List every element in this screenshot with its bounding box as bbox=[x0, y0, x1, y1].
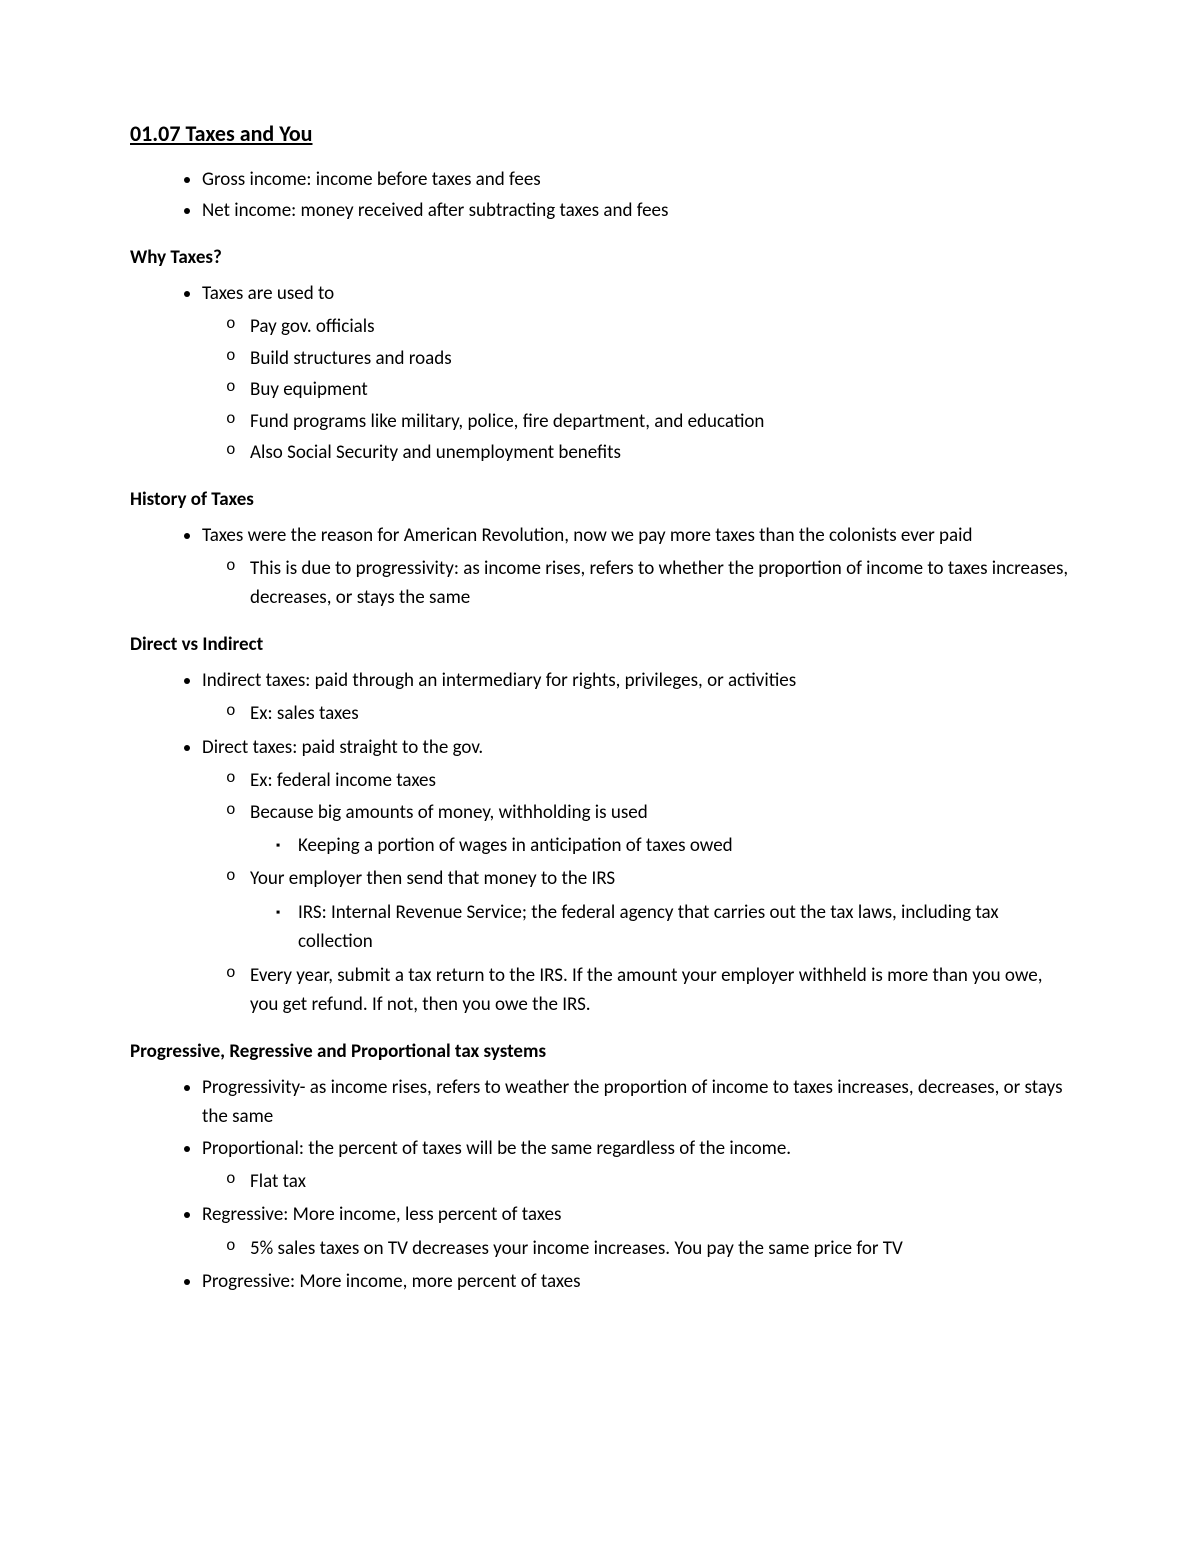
list-item: Every year, submit a tax return to the I… bbox=[250, 961, 1070, 1020]
why-list: Taxes are used to Pay gov. officials Bui… bbox=[130, 279, 1070, 468]
list-item: Direct taxes: paid straight to the gov. … bbox=[202, 733, 1070, 1020]
list-item: Proportional: the percent of taxes will … bbox=[202, 1134, 1070, 1197]
sub-sub-list: Keeping a portion of wages in anticipati… bbox=[250, 831, 1070, 860]
list-item: Gross income: income before taxes and fe… bbox=[202, 165, 1070, 194]
list-item: Net income: money received after subtrac… bbox=[202, 196, 1070, 225]
item-text: Your employer then send that money to th… bbox=[250, 867, 615, 890]
list-item: Also Social Security and unemployment be… bbox=[250, 438, 1070, 467]
item-text: Indirect taxes: paid through an intermed… bbox=[202, 669, 796, 692]
section-heading-history: History of Taxes bbox=[130, 488, 1070, 511]
section-heading-systems: Progressive, Regressive and Proportional… bbox=[130, 1040, 1070, 1063]
list-item: Ex: sales taxes bbox=[250, 699, 1070, 728]
sub-list: 5% sales taxes on TV decreases your inco… bbox=[202, 1234, 1070, 1263]
list-item: Indirect taxes: paid through an intermed… bbox=[202, 666, 1070, 729]
list-item: Taxes are used to Pay gov. officials Bui… bbox=[202, 279, 1070, 468]
sub-sub-list: IRS: Internal Revenue Service; the feder… bbox=[250, 898, 1070, 957]
list-item: Ex: federal income taxes bbox=[250, 766, 1070, 795]
list-item: Flat tax bbox=[250, 1167, 1070, 1196]
list-item: This is due to progressivity: as income … bbox=[250, 554, 1070, 613]
section-heading-why: Why Taxes? bbox=[130, 246, 1070, 269]
list-item: Progressive: More income, more percent o… bbox=[202, 1267, 1070, 1296]
section-heading-direct: Direct vs Indirect bbox=[130, 633, 1070, 656]
list-item: Because big amounts of money, withholdin… bbox=[250, 798, 1070, 861]
item-text: Proportional: the percent of taxes will … bbox=[202, 1137, 791, 1160]
item-text: Taxes are used to bbox=[202, 282, 334, 305]
sub-list: Flat tax bbox=[202, 1167, 1070, 1196]
sub-list: Ex: sales taxes bbox=[202, 699, 1070, 728]
item-text: Taxes were the reason for American Revol… bbox=[202, 524, 972, 547]
list-item: Progressivity- as income rises, refers t… bbox=[202, 1073, 1070, 1132]
sub-list: This is due to progressivity: as income … bbox=[202, 554, 1070, 613]
sub-list: Pay gov. officials Build structures and … bbox=[202, 312, 1070, 467]
document-page: 01.07 Taxes and You Gross income: income… bbox=[0, 0, 1200, 1553]
item-text: Because big amounts of money, withholdin… bbox=[250, 801, 648, 824]
list-item: Taxes were the reason for American Revol… bbox=[202, 521, 1070, 613]
list-item: Pay gov. officials bbox=[250, 312, 1070, 341]
history-list: Taxes were the reason for American Revol… bbox=[130, 521, 1070, 613]
systems-list: Progressivity- as income rises, refers t… bbox=[130, 1073, 1070, 1297]
list-item: Build structures and roads bbox=[250, 344, 1070, 373]
direct-list: Indirect taxes: paid through an intermed… bbox=[130, 666, 1070, 1020]
item-text: Direct taxes: paid straight to the gov. bbox=[202, 736, 483, 759]
item-text: Regressive: More income, less percent of… bbox=[202, 1203, 561, 1226]
list-item: Fund programs like military, police, fir… bbox=[250, 407, 1070, 436]
intro-list: Gross income: income before taxes and fe… bbox=[130, 165, 1070, 226]
page-title: 01.07 Taxes and You bbox=[130, 120, 1070, 147]
list-item: Keeping a portion of wages in anticipati… bbox=[298, 831, 1070, 860]
list-item: Your employer then send that money to th… bbox=[250, 864, 1070, 956]
list-item: Buy equipment bbox=[250, 375, 1070, 404]
list-item: 5% sales taxes on TV decreases your inco… bbox=[250, 1234, 1070, 1263]
list-item: Regressive: More income, less percent of… bbox=[202, 1200, 1070, 1263]
sub-list: Ex: federal income taxes Because big amo… bbox=[202, 766, 1070, 1020]
list-item: IRS: Internal Revenue Service; the feder… bbox=[298, 898, 1070, 957]
